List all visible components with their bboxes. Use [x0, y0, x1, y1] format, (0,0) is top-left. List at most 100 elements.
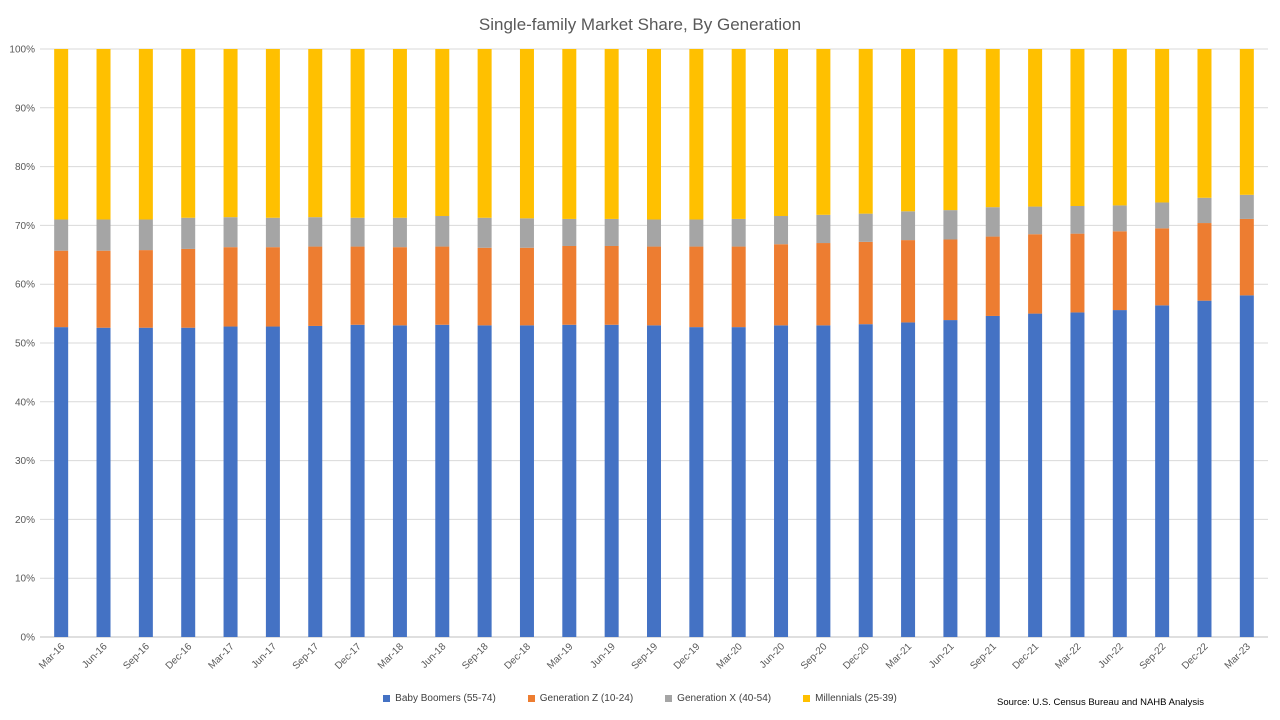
bar-segment [689, 327, 704, 637]
x-tick-label: Jun-19 [588, 641, 618, 671]
bar-segment [181, 248, 196, 328]
x-tick-label: Sep-16 [121, 641, 152, 672]
x-tick-label: Dec-21 [1011, 641, 1042, 672]
bar-segment [54, 219, 69, 251]
bar-segment [54, 250, 69, 328]
x-tick-label: Mar-23 [1223, 641, 1253, 671]
bar-segment [1155, 202, 1170, 229]
legend-swatch [527, 695, 535, 702]
bar-segment [96, 250, 111, 328]
legend-item-baby-boomers: Baby Boomers (55-74) [383, 693, 496, 704]
x-tick-label: Mar-22 [1053, 641, 1083, 671]
bar-segment [265, 49, 280, 218]
bar-segment [1239, 218, 1254, 296]
bar-segment [901, 322, 916, 637]
bar-segment [562, 218, 577, 246]
legend-swatch [383, 695, 391, 702]
x-tick-label: Jun-18 [419, 641, 449, 671]
x-tick-label: Jun-16 [80, 641, 110, 671]
bar-segment [392, 217, 407, 248]
bar-segment [901, 49, 916, 212]
x-tick-label: Dec-22 [1180, 641, 1211, 672]
bar-segment [265, 217, 280, 248]
bar-segment [816, 243, 831, 326]
y-tick-label: 90% [15, 103, 35, 114]
bar-segment [1070, 205, 1085, 234]
source-note: Source: U.S. Census Bureau and NAHB Anal… [997, 697, 1204, 708]
bar-segment [1155, 228, 1170, 306]
bar-segment [1239, 295, 1254, 637]
bar-segment [985, 49, 1000, 208]
y-tick-label: 30% [15, 456, 35, 467]
bar-segment [562, 245, 577, 325]
x-tick-label: Mar-18 [376, 641, 406, 671]
x-tick-label: Mar-17 [206, 641, 236, 671]
bar-segment [858, 324, 873, 637]
x-axis: Mar-16 Jun-16 Sep-16 Dec-16 Mar-17 Jun-17 Sep-… [37, 641, 1253, 672]
bar-segment [901, 240, 916, 323]
legend: Baby Boomers (55-74) Generation Z (10-24… [340, 693, 940, 704]
bar-segment [858, 213, 873, 242]
bar-segment [774, 325, 789, 637]
bar-segment [519, 325, 534, 637]
bar-segment [1028, 234, 1043, 314]
bar-segment [774, 215, 789, 245]
x-tick-label: Sep-19 [630, 641, 661, 672]
bar-segment [435, 49, 450, 216]
bar-segment [96, 327, 111, 637]
y-tick-label: 0% [21, 633, 36, 644]
bar-segment [647, 219, 661, 247]
x-tick-label: Sep-21 [968, 641, 999, 672]
bar-segment [604, 324, 619, 637]
bar-segment [181, 49, 196, 218]
y-tick-label: 100% [9, 45, 35, 56]
bar-segment [1112, 231, 1127, 311]
x-tick-label: Dec-19 [672, 641, 703, 672]
bar-segment [1197, 300, 1212, 637]
y-tick-label: 20% [15, 515, 35, 526]
bar-segment [54, 49, 69, 220]
bar-segment [604, 49, 619, 219]
x-tick-label: Jun-20 [758, 641, 788, 671]
y-tick-label: 70% [15, 221, 35, 232]
bar-segment [138, 250, 153, 328]
bar-segment [519, 49, 534, 219]
bar-segment [1239, 49, 1254, 195]
bar-segment [308, 325, 323, 637]
bar-segment [943, 49, 958, 211]
y-axis: 0% 10% 20% 30% 40% 50% 60% 70% 80% 90% 100% [9, 45, 35, 644]
bar-segment [477, 325, 492, 637]
bar-segment [265, 326, 280, 637]
bar-segment [562, 49, 577, 219]
bars [54, 49, 1254, 637]
x-tick-label: Sep-20 [799, 641, 830, 672]
bar-segment [96, 219, 111, 251]
y-tick-label: 10% [15, 574, 35, 585]
bar-segment [985, 207, 1000, 237]
x-tick-label: Mar-21 [884, 641, 914, 671]
bar-segment [138, 49, 153, 220]
bar-segment [858, 49, 873, 214]
bar-segment [392, 325, 407, 637]
x-tick-label: Mar-16 [37, 641, 67, 671]
bar-segment [350, 246, 365, 325]
bar-segment [265, 247, 280, 327]
bar-segment [1197, 49, 1212, 198]
bar-segment [138, 219, 153, 251]
bar-segment [1070, 233, 1085, 313]
bar-segment [689, 219, 704, 247]
bar-segment [985, 315, 1000, 637]
legend-label: Millennials (25-39) [815, 693, 897, 704]
legend-item-generation-z: Generation Z (10-24) [527, 693, 633, 704]
bar-segment [731, 218, 746, 247]
x-tick-label: Jun-21 [927, 641, 957, 671]
bar-segment [223, 49, 238, 218]
bar-segment [308, 49, 323, 218]
x-tick-label: Dec-16 [164, 641, 195, 672]
bar-segment [477, 49, 492, 218]
bar-segment [519, 218, 534, 248]
y-tick-label: 40% [15, 397, 35, 408]
bar-segment [1028, 206, 1043, 235]
bar-segment [1112, 49, 1127, 206]
bar-segment [1070, 312, 1085, 637]
